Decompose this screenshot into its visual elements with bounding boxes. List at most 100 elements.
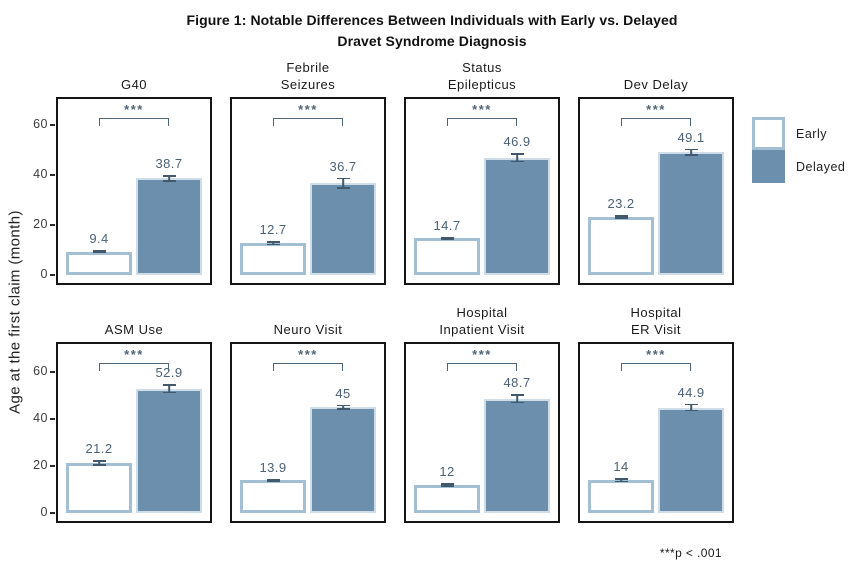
error-bar-line (516, 153, 518, 163)
panel-title-febrile-seizures: Febrile Seizures (280, 60, 336, 93)
sig-stars: *** (646, 347, 666, 362)
error-bar-cap-bottom (162, 179, 176, 182)
panel-febrile-seizures: 12.7 36.7 *** (230, 97, 386, 285)
panel-title-neuro-visit: Neuro Visit (273, 322, 343, 338)
sig-bracket (447, 363, 517, 371)
y-tick-label: 40 (33, 411, 48, 425)
sig-bracket (621, 118, 691, 126)
bar-delayed (310, 183, 376, 275)
sig-stars: *** (298, 347, 318, 362)
legend-item-delayed: Delayed (752, 150, 864, 183)
legend: Early Delayed (752, 117, 864, 183)
bar-early (414, 238, 480, 275)
error-bar-cap-bottom (684, 409, 698, 412)
error-bar-cap-top (440, 236, 454, 239)
error-bar-cap-bottom (92, 464, 106, 466)
value-label-early: 23.2 (607, 196, 635, 212)
y-tick-label: 60 (33, 117, 48, 131)
legend-label-delayed: Delayed (796, 159, 846, 174)
error-bar-cap-bottom (92, 251, 106, 253)
y-tick-label: 20 (33, 458, 48, 472)
error-bar-early (614, 215, 628, 219)
error-bar-early (92, 250, 106, 253)
error-bar-cap-bottom (336, 187, 350, 189)
error-bar-cap-bottom (614, 217, 628, 219)
value-label-delayed: 45 (335, 385, 351, 401)
bar-early (240, 480, 306, 513)
error-bar-delayed (336, 404, 350, 410)
sig-bracket (447, 118, 517, 126)
value-label-delayed: 52.9 (155, 365, 183, 380)
error-bar-cap-top (162, 384, 176, 386)
value-label-early: 14 (613, 459, 629, 474)
value-label-early: 12.7 (259, 222, 287, 238)
panel-title-g40: G40 (120, 77, 148, 93)
legend-label-early: Early (796, 126, 827, 141)
error-bar-cap-bottom (510, 160, 524, 163)
error-bar-delayed (162, 384, 176, 394)
y-tick-label: 20 (33, 217, 48, 231)
error-bar-cap-bottom (684, 154, 698, 156)
panel-neuro-visit: 13.9 45 *** (230, 342, 386, 523)
error-bar-cap-top (336, 177, 350, 180)
value-label-delayed: 36.7 (329, 158, 357, 174)
error-bar-cap-top (614, 215, 628, 217)
panel-hospital-inpatient-visit: 12 48.7 *** (404, 342, 560, 523)
error-bar-early (266, 241, 280, 246)
figure-title: Figure 1: Notable Differences Between In… (186, 12, 678, 49)
error-bar-cap-top (510, 393, 524, 396)
error-bar-cap-bottom (162, 391, 176, 394)
error-bar-cap-top (684, 403, 698, 406)
error-bar-line (342, 404, 344, 410)
y-tick-label: 60 (33, 364, 48, 378)
error-bar-cap-top (92, 460, 106, 463)
sig-stars: *** (124, 347, 144, 362)
bar-delayed (310, 407, 376, 513)
error-bar-cap-bottom (266, 480, 280, 482)
error-bar-cap-top (510, 153, 524, 155)
bar-early (66, 463, 132, 513)
bar-delayed (658, 152, 724, 275)
panel-title-dev-delay: Dev Delay (623, 77, 689, 93)
panel-title-hospital-inpatient-visit: Hospital Inpatient Visit (439, 305, 525, 338)
bar-early (588, 217, 654, 275)
error-bar-cap-top (266, 478, 280, 481)
error-bar-cap-top (336, 404, 350, 407)
value-label-delayed: 38.7 (155, 156, 183, 171)
value-label-early: 12 (439, 463, 455, 479)
bar-early (240, 243, 306, 275)
panel-hospital-er-visit: 14 44.9 *** (578, 342, 734, 523)
error-bar-line (690, 148, 692, 156)
sig-stars: *** (472, 102, 492, 117)
sig-stars: *** (298, 102, 318, 117)
value-label-delayed: 48.7 (503, 374, 531, 390)
panel-dev-delay: 23.2 49.1 *** (578, 97, 734, 285)
bar-delayed (484, 157, 550, 275)
panel-status-epilepticus: 14.7 46.9 *** (404, 97, 560, 285)
error-bar-cap-top (614, 478, 628, 480)
sig-stars: *** (124, 102, 144, 117)
error-bar-line (516, 393, 518, 404)
y-tick-mark (50, 512, 55, 514)
sig-bracket (273, 363, 343, 371)
y-tick-mark (50, 124, 55, 126)
sig-bracket (99, 363, 169, 371)
panel-title-asm-use: ASM Use (104, 322, 164, 338)
error-bar-delayed (162, 175, 176, 182)
error-bar-early (440, 236, 454, 240)
y-tick-mark (50, 371, 55, 373)
sig-bracket (273, 118, 343, 126)
error-bar-line (342, 177, 344, 189)
error-bar-cap-bottom (510, 401, 524, 404)
y-tick-mark (50, 274, 55, 276)
significance-footnote: ***p < .001 (659, 546, 722, 560)
bar-early (588, 480, 654, 513)
error-bar-delayed (684, 403, 698, 412)
y-tick-mark (50, 418, 55, 420)
sig-stars: *** (472, 347, 492, 362)
panel-title-hospital-er-visit: Hospital ER Visit (630, 305, 682, 338)
error-bar-cap-top (266, 241, 280, 243)
error-bar-cap-bottom (440, 238, 454, 240)
value-label-early: 21.2 (85, 441, 113, 457)
